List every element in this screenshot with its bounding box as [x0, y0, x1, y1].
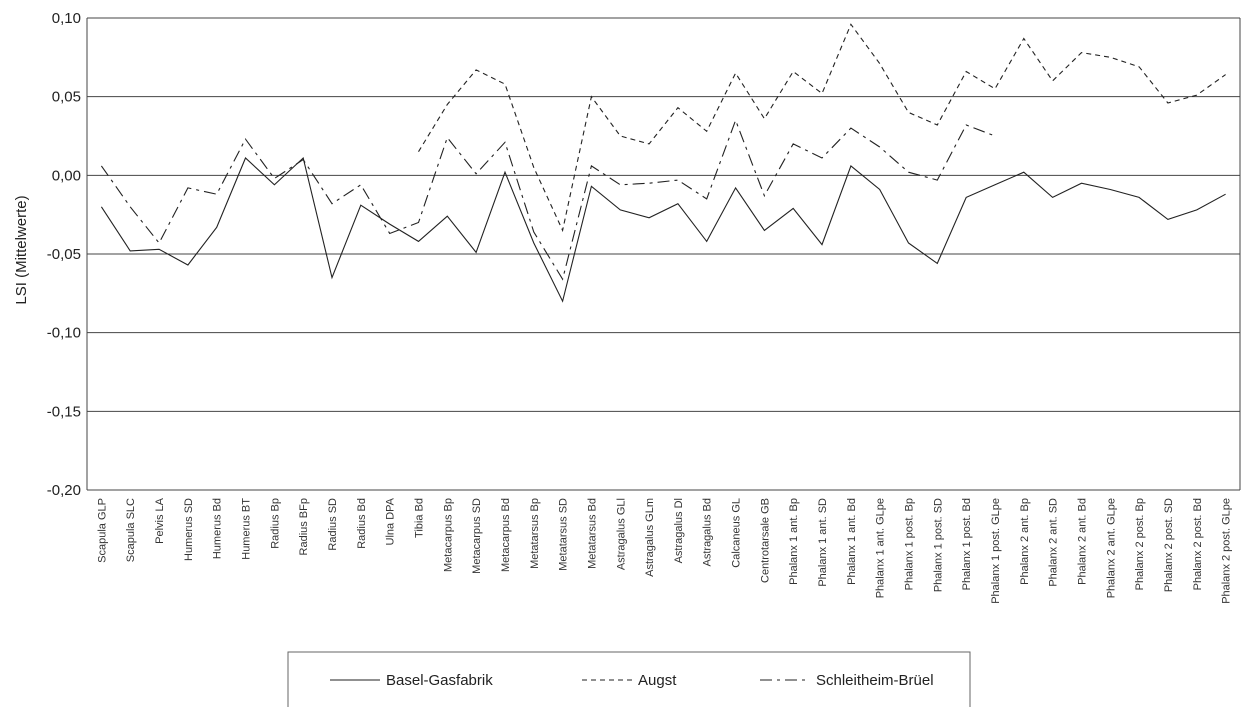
y-tick-label: -0,05 — [47, 246, 81, 263]
x-tick-label: Phalanx 2 ant. GLpe — [1105, 498, 1117, 598]
x-tick-label: Radius BFp — [298, 498, 310, 555]
x-tick-label: Metacarpus Bp — [442, 498, 454, 572]
grid-lines — [86, 17, 1241, 491]
y-axis-ticks: 0,10 0,05 0,00 -0,05 -0,10 -0,15 -0,20 — [47, 10, 81, 499]
x-tick-label: Pelvis LA — [154, 497, 166, 544]
x-tick-label: Phalanx 2 ant. Bp — [1019, 498, 1031, 585]
series-lines — [100, 23, 1226, 303]
legend-entry: Schleitheim-Brüel — [816, 672, 934, 689]
x-tick-label: Astragalus GLm — [644, 498, 656, 577]
legend: Basel-Gasfabrik Augst Schleitheim-Brüel — [287, 651, 971, 707]
x-tick-label: Scapula GLP — [96, 498, 108, 563]
x-tick-label: Calcaneus GL — [731, 498, 743, 568]
x-tick-label: Tibia Bd — [413, 498, 425, 538]
x-tick-label: Phalanx 1 post. Bp — [904, 498, 916, 590]
x-tick-label: Astragalus Dl — [673, 498, 685, 563]
series-line-schleitheim-br-el — [100, 118, 996, 281]
x-tick-label: Phalanx 1 post. Bd — [961, 498, 973, 590]
x-tick-label: Centrotarsale GB — [759, 498, 771, 583]
x-tick-label: Radius Bd — [356, 498, 368, 549]
y-tick-label: 0,05 — [52, 89, 81, 106]
x-tick-label: Phalanx 2 post. SD — [1163, 498, 1175, 592]
x-tick-label: Phalanx 1 ant. Bp — [788, 498, 800, 585]
x-tick-label: Metacarpus Bd — [500, 498, 512, 572]
x-tick-label: Phalanx 2 post. Bd — [1192, 498, 1204, 590]
y-tick-label: -0,15 — [47, 403, 81, 420]
x-tick-label: Radius Bp — [269, 498, 281, 549]
x-tick-label: Astragalus Bd — [702, 498, 714, 566]
x-tick-label: Humerus SD — [183, 498, 195, 561]
y-tick-label: 0,10 — [52, 10, 81, 27]
x-axis-ticks: Scapula GLP Scapula SLC Pelvis LA Humerus S… — [96, 497, 1232, 603]
x-tick-label: Metatarsus SD — [558, 498, 570, 571]
x-tick-label: Phalanx 2 ant. SD — [1048, 498, 1060, 587]
x-tick-label: Ulna DPA — [385, 497, 397, 545]
x-tick-label: Phalanx 2 post. Bp — [1134, 498, 1146, 590]
x-tick-label: Astragalus GLl — [615, 498, 627, 570]
y-tick-label: -0,20 — [47, 482, 81, 499]
x-tick-label: Phalanx 1 ant. Bd — [846, 498, 858, 585]
x-tick-label: Humerus BT — [241, 498, 253, 560]
series-line-augst — [418, 23, 1226, 233]
x-tick-label: Scapula SLC — [125, 498, 137, 562]
x-tick-label: Radius SD — [327, 498, 339, 551]
x-tick-label: Phalanx 1 post. GLpe — [990, 498, 1002, 604]
legend-entry: Basel-Gasfabrik — [386, 672, 493, 689]
x-tick-label: Phalanx 1 ant. GLpe — [875, 498, 887, 598]
x-tick-label: Phalanx 1 post. SD — [932, 498, 944, 592]
series-line-basel-gasfabrik — [100, 156, 1226, 303]
legend-entry: Augst — [638, 672, 677, 689]
y-tick-label: 0,00 — [52, 167, 81, 184]
y-axis-label: LSI (Mittelwerte) — [13, 195, 30, 304]
x-tick-label: Humerus Bd — [212, 498, 224, 559]
y-tick-label: -0,10 — [47, 325, 81, 342]
x-tick-label: Metatarsus Bd — [586, 498, 598, 569]
x-tick-label: Phalanx 1 ant. SD — [817, 498, 829, 587]
x-tick-label: Phalanx 2 post. GLpe — [1221, 498, 1233, 604]
x-tick-label: Phalanx 2 ant. Bd — [1076, 498, 1088, 585]
x-tick-label: Metacarpus SD — [471, 498, 483, 574]
x-tick-label: Metatarsus Bp — [529, 498, 541, 569]
